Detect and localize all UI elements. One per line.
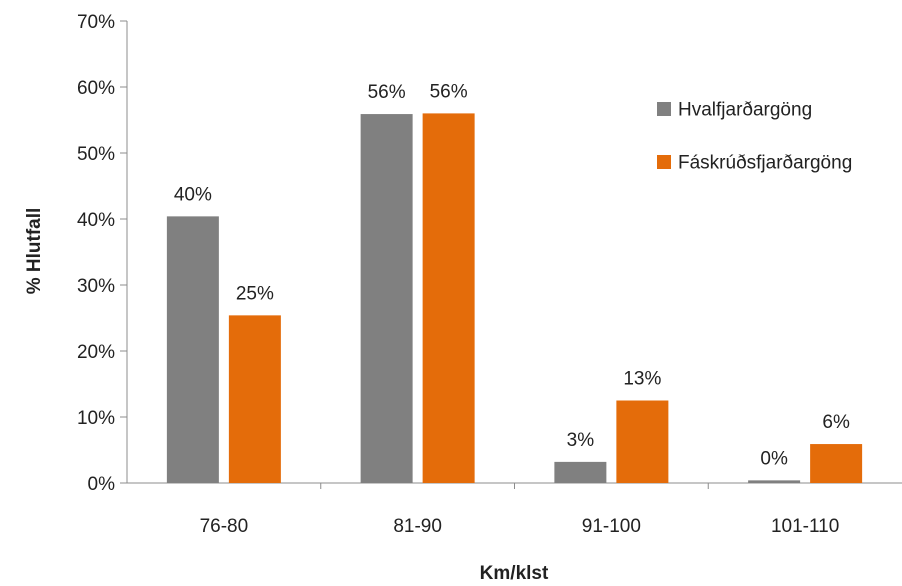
y-tick-label: 20%	[77, 342, 115, 363]
legend-label: Hvalfjarðargöng	[678, 100, 812, 121]
bar	[360, 114, 413, 483]
data-label: 13%	[623, 369, 661, 390]
y-tick-label: 30%	[77, 276, 115, 297]
data-label: 56%	[430, 81, 468, 102]
bar	[748, 480, 801, 483]
y-tick-label: 40%	[77, 210, 115, 231]
data-label: 25%	[236, 283, 274, 304]
legend: Hvalfjarðargöng Fáskrúðsfjarðargöng	[657, 100, 852, 174]
data-label: 0%	[760, 448, 788, 469]
data-label: 40%	[174, 184, 212, 205]
bar	[166, 216, 219, 484]
y-tick-label: 50%	[77, 144, 115, 165]
x-tick-label: 91-100	[582, 516, 641, 537]
y-axis: 0% 10% 20% 30% 40% 50% 60% 70%	[77, 12, 128, 495]
bar	[228, 315, 281, 483]
y-tick-label: 10%	[77, 408, 115, 429]
data-labels: 40% 25% 56% 56% 3% 13% 0% 6%	[174, 81, 850, 469]
data-label: 3%	[567, 430, 595, 451]
x-tick-label: 81-90	[393, 516, 442, 537]
bar	[810, 444, 863, 483]
data-label: 6%	[822, 412, 850, 433]
x-tick-label: 76-80	[200, 516, 249, 537]
bars	[166, 113, 863, 484]
bar	[554, 461, 607, 483]
bar	[422, 113, 475, 484]
y-tick-label: 0%	[88, 474, 116, 495]
y-axis-title: % Hlutfall	[24, 208, 45, 295]
y-tick-label: 60%	[77, 78, 115, 99]
data-label: 56%	[368, 82, 406, 103]
x-tick-label: 101-110	[771, 516, 839, 537]
legend-swatch	[657, 102, 671, 116]
legend-swatch	[657, 155, 671, 169]
bar	[616, 400, 669, 483]
x-axis: 76-80 81-90 91-100 101-110	[127, 482, 902, 537]
y-tick-label: 70%	[77, 12, 115, 33]
legend-label: Fáskrúðsfjarðargöng	[678, 153, 852, 174]
x-axis-title: Km/klst	[480, 563, 549, 584]
